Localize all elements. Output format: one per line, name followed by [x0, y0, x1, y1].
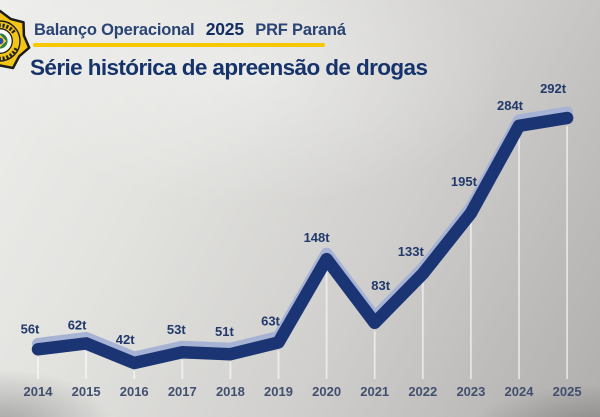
header-title-prefix: Balanço Operacional [34, 21, 195, 39]
chart-line-front-face [31, 111, 574, 370]
x-axis-year-label: 2024 [505, 384, 535, 399]
x-axis-year-label: 2015 [72, 384, 101, 399]
point-value-label: 148t [304, 230, 331, 245]
chart-line-top-face [32, 106, 574, 364]
x-axis-year-label: 2014 [24, 384, 54, 399]
x-axis-year-label: 2023 [456, 384, 485, 399]
point-value-label: 83t [371, 278, 390, 293]
x-axis-year-label: 2019 [264, 384, 293, 399]
point-value-label: 56t [21, 321, 40, 336]
badge-bottom-text-arc [0, 47, 19, 61]
point-value-label: 62t [68, 317, 87, 332]
point-value-label: 195t [451, 174, 478, 189]
x-axis-year-label: 2018 [216, 384, 245, 399]
point-value-label: 63t [261, 313, 280, 328]
badge-inner-ring [0, 20, 21, 62]
header-year: 2025 [205, 19, 244, 39]
badge-coat-of-arms-globe [0, 37, 4, 45]
point-value-label: 51t [215, 324, 234, 339]
header-region: PRF Paraná [255, 21, 346, 39]
x-axis-year-label: 2016 [120, 384, 149, 399]
header-accent-underline [33, 43, 325, 47]
x-axis-year-label: 2017 [168, 384, 197, 399]
prf-badge-logo [0, 9, 31, 70]
point-value-label: 53t [167, 322, 186, 337]
x-axis-year-label: 2025 [553, 384, 582, 399]
x-axis-year-label: 2021 [360, 384, 389, 399]
x-axis-year-label: 2020 [312, 384, 341, 399]
x-axis-year-label: 2022 [408, 384, 437, 399]
header-bar: Balanço Operacional 2025 PRF Paraná [34, 19, 346, 40]
page-title: Série histórica de apreensão de drogas [30, 55, 428, 80]
point-value-label: 42t [116, 332, 135, 347]
point-value-label: 292t [540, 81, 567, 96]
point-value-label: 133t [398, 244, 425, 259]
point-value-label: 284t [497, 98, 524, 113]
